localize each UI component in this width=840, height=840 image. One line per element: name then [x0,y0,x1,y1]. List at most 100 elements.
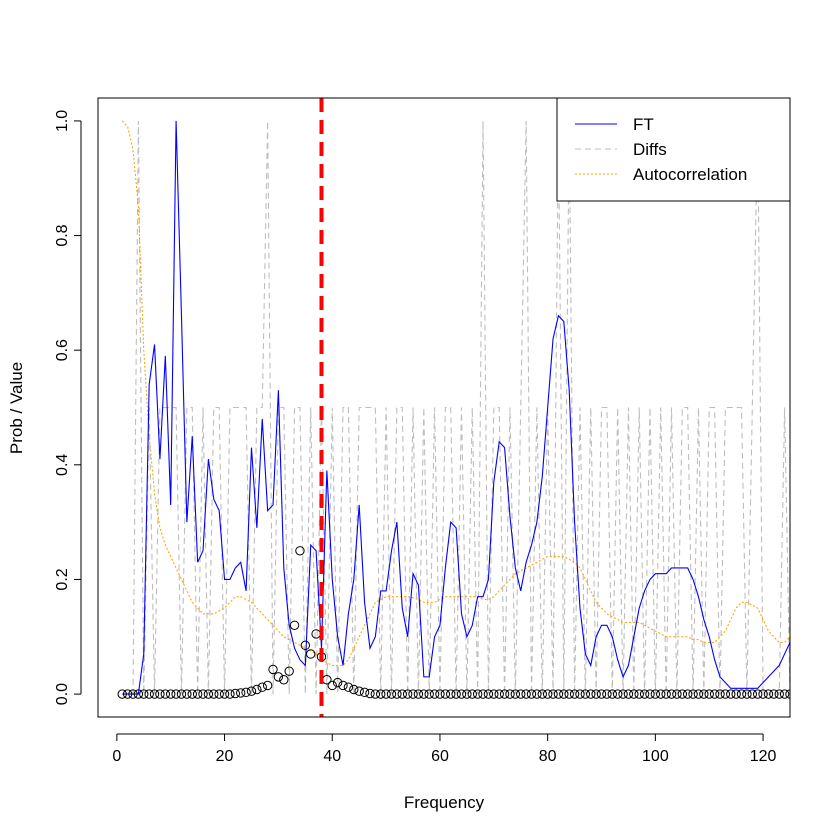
scatter-point [542,689,553,699]
plot-frame [97,97,791,718]
scatter-point [591,689,601,699]
scatter-point [139,689,149,699]
scatter-point [462,689,472,699]
scatter-point [645,689,655,699]
scatter-point [623,689,634,699]
scatter-point [656,689,666,699]
legend-label: Diffs [633,140,667,159]
scatter-point [182,689,192,699]
scatter-point [117,689,127,699]
scatter-point [596,689,607,699]
scatter-point [246,686,257,696]
scatter-point [273,672,284,682]
scatter-point [726,689,736,699]
scatter-point [612,689,623,699]
scatter-point [435,689,445,699]
points-layer [117,546,790,699]
scatter-point [650,689,661,699]
x-tick-label: 120 [750,748,777,765]
scatter-point [214,689,224,699]
scatter-point [192,689,203,699]
scatter-point [709,689,720,699]
scatter-point [618,689,628,699]
scatter-point [133,689,144,699]
scatter-point [311,629,321,639]
y-tick-label: 0.8 [54,224,71,246]
x-tick-label: 0 [112,748,121,765]
scatter-point [284,666,294,676]
series-layer [121,120,790,695]
scatter-point [758,689,768,699]
scatter-point [166,689,176,699]
scatter-point [128,689,138,699]
legend-label: Autocorrelation [633,165,747,184]
scatter-point [370,689,381,699]
scatter-point [752,689,763,699]
scatter-point [516,689,526,699]
scatter-point [483,689,494,699]
y-axis: 0.0 0.2 0.4 0.6 0.8 1.0 [54,110,82,705]
scatter-point [289,620,300,630]
scatter-point [736,689,747,699]
scatter-point [682,689,693,699]
scatter-point [699,689,709,699]
scatter-point [176,689,187,699]
scatter-point [720,689,731,699]
scatter-point [526,689,537,699]
scatter-point [338,680,348,691]
scatter-point [494,689,504,699]
scatter-point [629,689,639,699]
y-tick-label: 0.0 [54,683,71,705]
scatter-point [467,689,477,699]
scatter-point [408,689,418,699]
scatter-point [268,664,278,675]
scatter-point [499,689,510,699]
scatter-point [672,689,682,699]
scatter-point [774,689,784,699]
scatter-point [731,689,741,699]
scatter-point [586,689,596,699]
x-axis: 0 20 40 60 80 100 120 [112,733,777,765]
scatter-point [510,689,521,699]
scatter-point [300,640,311,651]
scatter-point [456,689,467,699]
scatter-point [198,689,208,699]
scatter-point [704,689,714,699]
legend-box [556,97,791,202]
scatter-point [187,689,197,699]
scatter-point [580,689,591,699]
scatter-point [332,677,343,688]
scatter-point [397,689,407,699]
scatter-point [779,689,790,699]
scatter-point [413,689,424,699]
y-axis-title: Prob / Value [7,362,26,454]
scatter-point [521,689,531,699]
y-tick-label: 1.0 [54,110,71,132]
series-line-diffs [122,120,790,695]
x-tick-label: 100 [642,748,669,765]
x-axis-title: Frequency [404,793,485,812]
x-tick-label: 80 [539,748,557,765]
scatter-point [402,689,413,699]
scatter-point [219,689,230,699]
y-tick-label: 0.4 [54,454,71,476]
scatter-point [236,688,246,698]
scatter-point [225,689,235,699]
scatter-point [257,682,267,692]
scatter-point [203,689,214,699]
scatter-point [715,689,725,699]
y-tick-label: 0.2 [54,568,71,590]
scatter-point [365,688,375,699]
scatter-point [386,689,397,699]
scatter-point [446,689,456,699]
scatter-point [359,687,370,698]
scatter-point [262,680,273,691]
scatter-point [532,689,542,699]
scatter-point [478,689,488,699]
scatter-point [548,689,558,699]
scatter-point [763,689,774,699]
scatter-point [693,689,704,699]
scatter-point [661,689,671,699]
scatter-point [230,688,241,699]
scatter-point [688,689,698,699]
